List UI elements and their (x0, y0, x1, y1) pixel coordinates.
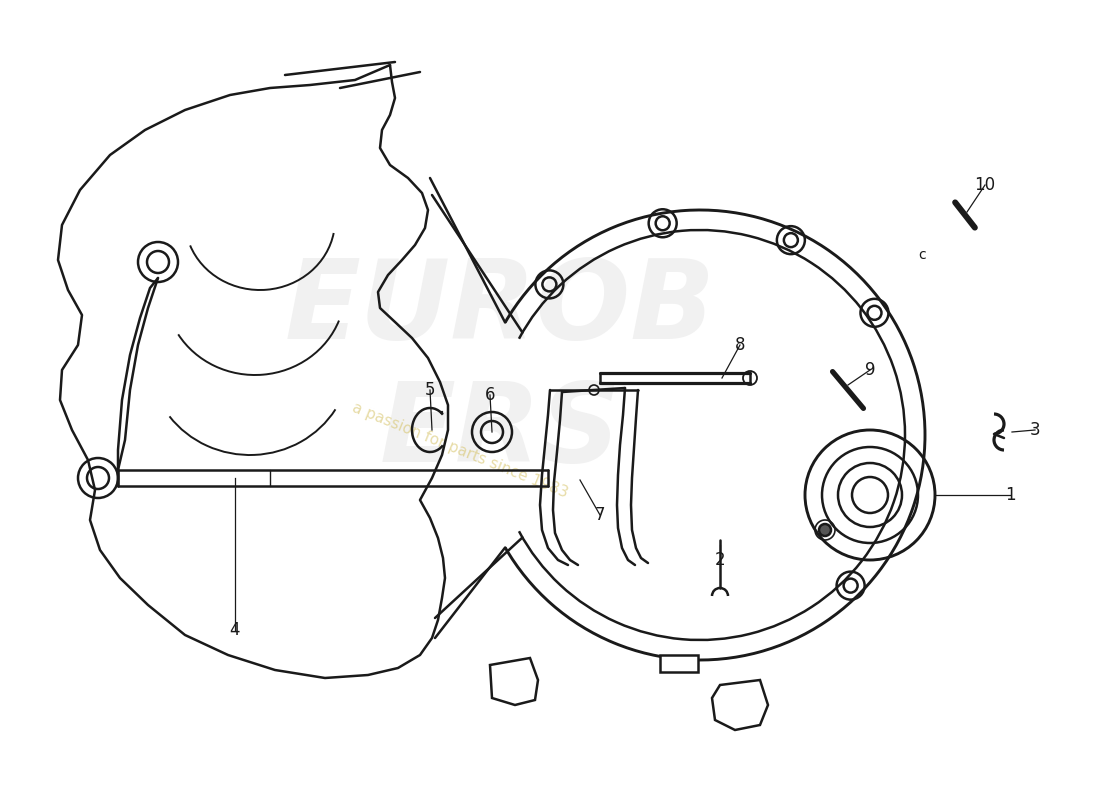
Text: 9: 9 (865, 361, 876, 379)
Text: 4: 4 (230, 621, 240, 639)
Text: 10: 10 (975, 176, 996, 194)
Text: c: c (918, 248, 926, 262)
Text: a passion for parts since 1983: a passion for parts since 1983 (350, 400, 570, 500)
Circle shape (820, 524, 830, 536)
Polygon shape (490, 658, 538, 705)
Text: 3: 3 (1030, 421, 1041, 439)
Text: 6: 6 (485, 386, 495, 404)
Text: 8: 8 (735, 336, 746, 354)
Text: 7: 7 (595, 506, 605, 524)
Polygon shape (660, 655, 698, 672)
Text: 1: 1 (1004, 486, 1015, 504)
Text: 2: 2 (715, 551, 725, 569)
Polygon shape (712, 680, 768, 730)
Text: EUROB
ERS: EUROB ERS (285, 254, 715, 486)
Text: 5: 5 (425, 381, 436, 399)
